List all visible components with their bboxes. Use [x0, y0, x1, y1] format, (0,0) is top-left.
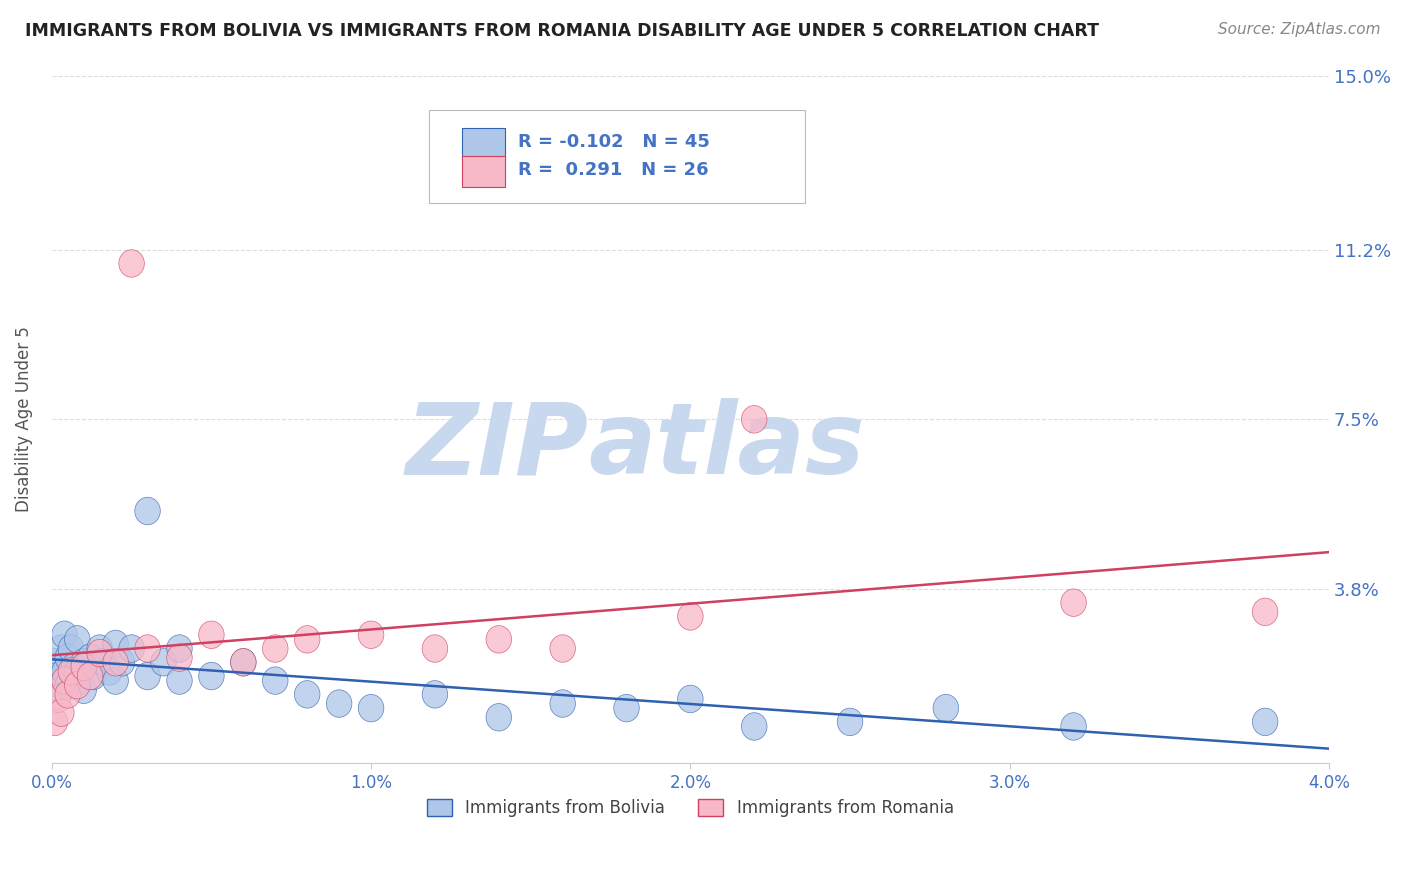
Ellipse shape [150, 648, 176, 676]
Ellipse shape [678, 603, 703, 630]
Ellipse shape [678, 685, 703, 713]
Ellipse shape [58, 657, 84, 685]
Ellipse shape [49, 635, 75, 662]
Ellipse shape [49, 676, 75, 704]
FancyBboxPatch shape [461, 128, 505, 160]
Ellipse shape [359, 694, 384, 722]
Text: atlas: atlas [588, 399, 865, 495]
Ellipse shape [741, 406, 768, 434]
Ellipse shape [70, 653, 97, 681]
Ellipse shape [1253, 599, 1278, 625]
Ellipse shape [486, 704, 512, 731]
Ellipse shape [77, 662, 103, 690]
Ellipse shape [52, 621, 77, 648]
Ellipse shape [103, 648, 128, 676]
Ellipse shape [167, 667, 193, 694]
Ellipse shape [231, 648, 256, 676]
Ellipse shape [1060, 589, 1087, 616]
Legend: Immigrants from Bolivia, Immigrants from Romania: Immigrants from Bolivia, Immigrants from… [420, 792, 960, 823]
Ellipse shape [55, 644, 80, 672]
Ellipse shape [65, 657, 90, 685]
Ellipse shape [231, 648, 256, 676]
Ellipse shape [294, 625, 321, 653]
Text: Source: ZipAtlas.com: Source: ZipAtlas.com [1218, 22, 1381, 37]
FancyBboxPatch shape [461, 156, 505, 187]
Text: R =  0.291   N = 26: R = 0.291 N = 26 [517, 161, 709, 179]
Ellipse shape [42, 708, 67, 736]
Ellipse shape [55, 672, 80, 699]
Ellipse shape [87, 640, 112, 667]
Ellipse shape [135, 497, 160, 524]
Ellipse shape [118, 250, 145, 277]
Ellipse shape [359, 621, 384, 648]
Ellipse shape [741, 713, 768, 740]
Ellipse shape [198, 662, 224, 690]
Ellipse shape [837, 708, 863, 736]
Ellipse shape [65, 672, 90, 699]
Ellipse shape [70, 648, 97, 676]
Ellipse shape [135, 662, 160, 690]
Ellipse shape [103, 630, 128, 657]
Ellipse shape [614, 694, 640, 722]
Ellipse shape [58, 635, 84, 662]
Ellipse shape [135, 635, 160, 662]
Ellipse shape [65, 625, 90, 653]
Ellipse shape [87, 635, 112, 662]
Ellipse shape [1060, 713, 1087, 740]
Ellipse shape [167, 635, 193, 662]
Ellipse shape [422, 635, 447, 662]
Ellipse shape [118, 635, 145, 662]
Ellipse shape [167, 644, 193, 672]
Ellipse shape [49, 699, 75, 726]
Ellipse shape [550, 635, 575, 662]
Ellipse shape [80, 662, 105, 690]
Ellipse shape [198, 621, 224, 648]
Ellipse shape [52, 657, 77, 685]
Ellipse shape [486, 625, 512, 653]
Ellipse shape [1253, 708, 1278, 736]
Ellipse shape [67, 667, 93, 694]
Ellipse shape [90, 648, 115, 676]
Ellipse shape [934, 694, 959, 722]
Ellipse shape [110, 648, 135, 676]
Text: IMMIGRANTS FROM BOLIVIA VS IMMIGRANTS FROM ROMANIA DISABILITY AGE UNDER 5 CORREL: IMMIGRANTS FROM BOLIVIA VS IMMIGRANTS FR… [25, 22, 1099, 40]
Ellipse shape [103, 667, 128, 694]
Ellipse shape [45, 685, 70, 713]
Y-axis label: Disability Age Under 5: Disability Age Under 5 [15, 326, 32, 512]
Ellipse shape [55, 681, 80, 708]
Ellipse shape [263, 667, 288, 694]
Ellipse shape [550, 690, 575, 717]
Ellipse shape [97, 657, 122, 685]
Text: ZIP: ZIP [405, 399, 588, 495]
Ellipse shape [326, 690, 352, 717]
Text: R = -0.102   N = 45: R = -0.102 N = 45 [517, 133, 710, 151]
FancyBboxPatch shape [429, 110, 806, 202]
Ellipse shape [70, 676, 97, 704]
Ellipse shape [42, 648, 67, 676]
Ellipse shape [263, 635, 288, 662]
Ellipse shape [77, 644, 103, 672]
Ellipse shape [422, 681, 447, 708]
Ellipse shape [294, 681, 321, 708]
Ellipse shape [52, 667, 77, 694]
Ellipse shape [45, 662, 70, 690]
Ellipse shape [62, 653, 87, 681]
